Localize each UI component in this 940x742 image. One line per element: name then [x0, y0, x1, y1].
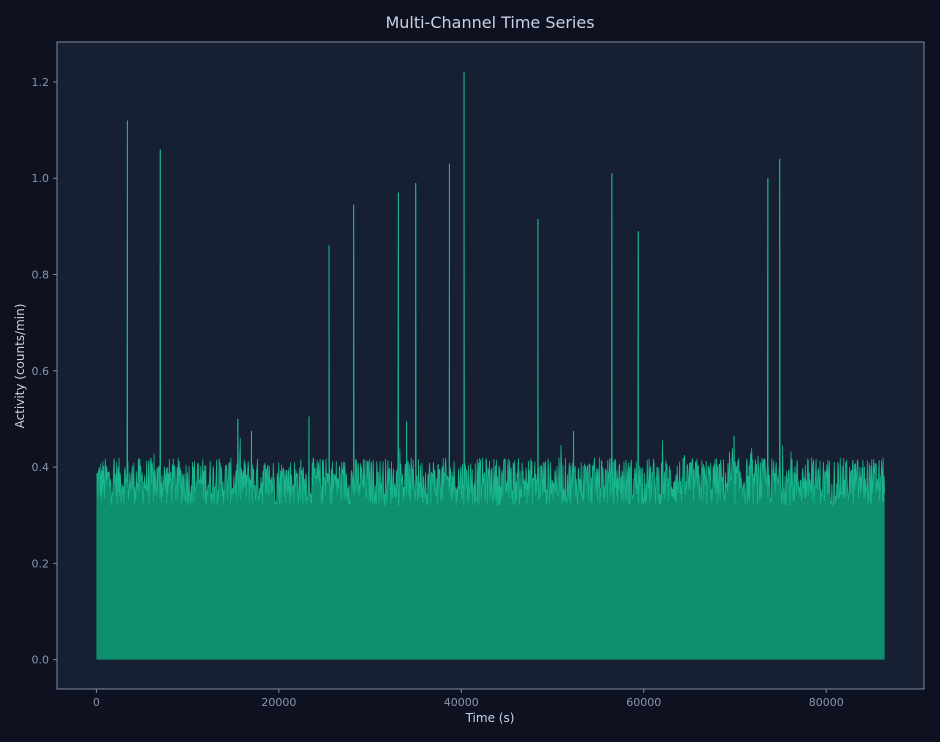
- y-tick-label: 1.0: [32, 172, 50, 185]
- x-tick-label: 60000: [626, 696, 661, 709]
- y-tick-label: 0.0: [32, 654, 50, 667]
- y-tick-label: 0.2: [32, 557, 50, 570]
- y-tick-label: 0.6: [32, 365, 50, 378]
- y-tick-label: 1.2: [32, 76, 50, 89]
- x-tick-label: 40000: [444, 696, 479, 709]
- chart-title: Multi-Channel Time Series: [385, 13, 594, 32]
- x-tick-label: 80000: [809, 696, 844, 709]
- x-axis-label: Time (s): [465, 711, 515, 725]
- y-axis-label: Activity (counts/min): [13, 304, 27, 429]
- y-tick-label: 0.8: [32, 269, 50, 282]
- y-tick-label: 0.4: [32, 461, 50, 474]
- x-tick-label: 0: [93, 696, 100, 709]
- x-tick-label: 20000: [261, 696, 296, 709]
